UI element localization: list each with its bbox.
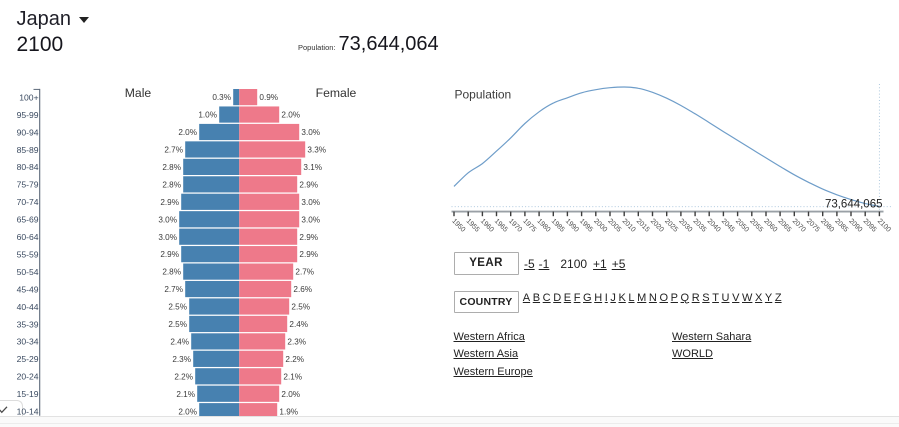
svg-text:70-74: 70-74: [17, 197, 39, 207]
svg-text:2.8%: 2.8%: [162, 180, 181, 189]
svg-text:3.0%: 3.0%: [301, 198, 320, 207]
svg-text:10-14: 10-14: [17, 407, 39, 417]
svg-text:2085: 2085: [833, 218, 849, 234]
svg-text:2.0%: 2.0%: [281, 390, 300, 399]
svg-text:1975: 1975: [521, 218, 537, 234]
svg-text:55-59: 55-59: [17, 249, 39, 259]
svg-text:0.9%: 0.9%: [259, 93, 278, 102]
svg-text:85-89: 85-89: [17, 145, 39, 155]
svg-text:100+: 100+: [19, 92, 38, 102]
svg-text:2005: 2005: [606, 218, 622, 234]
svg-text:0.3%: 0.3%: [212, 93, 231, 102]
svg-text:75-79: 75-79: [17, 180, 39, 190]
svg-text:2050: 2050: [734, 218, 750, 234]
svg-text:2.7%: 2.7%: [295, 268, 314, 277]
svg-text:2.9%: 2.9%: [299, 250, 318, 259]
svg-text:1965: 1965: [493, 218, 509, 234]
svg-text:60-64: 60-64: [17, 232, 39, 242]
svg-text:1985: 1985: [550, 218, 566, 234]
svg-text:40-44: 40-44: [17, 302, 39, 312]
svg-text:2.4%: 2.4%: [289, 320, 308, 329]
svg-text:2080: 2080: [819, 218, 835, 234]
svg-text:2.6%: 2.6%: [293, 285, 312, 294]
svg-text:45-49: 45-49: [17, 284, 39, 294]
svg-text:3.0%: 3.0%: [301, 215, 320, 224]
svg-text:2.9%: 2.9%: [160, 250, 179, 259]
svg-text:25-29: 25-29: [17, 354, 39, 364]
svg-text:2075: 2075: [805, 218, 821, 234]
svg-text:3.0%: 3.0%: [301, 128, 320, 137]
svg-text:2.3%: 2.3%: [172, 355, 191, 364]
svg-text:1990: 1990: [564, 218, 580, 234]
svg-text:Male: Male: [125, 86, 152, 100]
svg-text:65-69: 65-69: [17, 215, 39, 225]
svg-text:2.8%: 2.8%: [162, 268, 181, 277]
svg-text:1980: 1980: [535, 218, 551, 234]
svg-text:2000: 2000: [592, 218, 608, 234]
svg-text:35-39: 35-39: [17, 319, 39, 329]
svg-text:2100: 2100: [876, 218, 892, 234]
svg-text:15-19: 15-19: [17, 389, 39, 399]
svg-text:3.1%: 3.1%: [303, 163, 322, 172]
svg-text:Female: Female: [316, 86, 357, 100]
svg-text:2065: 2065: [776, 218, 792, 234]
svg-text:2040: 2040: [706, 218, 722, 234]
svg-text:2095: 2095: [862, 218, 878, 234]
svg-text:2.0%: 2.0%: [178, 128, 197, 137]
svg-text:2.1%: 2.1%: [283, 372, 302, 381]
svg-text:80-84: 80-84: [17, 162, 39, 172]
svg-text:2045: 2045: [720, 218, 736, 234]
svg-text:20-24: 20-24: [17, 372, 39, 382]
svg-text:2.0%: 2.0%: [178, 407, 197, 416]
svg-text:2.5%: 2.5%: [168, 303, 187, 312]
svg-text:2.2%: 2.2%: [174, 372, 193, 381]
svg-text:2.7%: 2.7%: [164, 285, 183, 294]
svg-text:90-94: 90-94: [17, 127, 39, 137]
svg-text:2025: 2025: [663, 218, 679, 234]
svg-text:2010: 2010: [621, 218, 637, 234]
svg-text:2020: 2020: [649, 218, 665, 234]
svg-text:2015: 2015: [635, 218, 651, 234]
svg-text:2.7%: 2.7%: [164, 146, 183, 155]
svg-text:1955: 1955: [465, 218, 481, 234]
svg-text:2.9%: 2.9%: [299, 180, 318, 189]
svg-text:2035: 2035: [691, 218, 707, 234]
svg-text:30-34: 30-34: [17, 337, 39, 347]
svg-text:2.0%: 2.0%: [281, 111, 300, 120]
svg-text:50-54: 50-54: [17, 267, 39, 277]
svg-text:1.0%: 1.0%: [198, 111, 217, 120]
svg-text:73,644,065: 73,644,065: [825, 198, 883, 210]
svg-text:2070: 2070: [791, 218, 807, 234]
svg-text:1970: 1970: [507, 218, 523, 234]
svg-text:2.4%: 2.4%: [170, 338, 189, 347]
svg-text:2055: 2055: [748, 218, 764, 234]
svg-text:1.9%: 1.9%: [279, 407, 298, 416]
svg-text:2.3%: 2.3%: [287, 338, 306, 347]
svg-text:1950: 1950: [450, 218, 466, 234]
svg-text:2.5%: 2.5%: [168, 320, 187, 329]
svg-text:3.0%: 3.0%: [158, 233, 177, 242]
svg-text:3.3%: 3.3%: [307, 146, 326, 155]
svg-text:2.1%: 2.1%: [176, 390, 195, 399]
svg-text:1960: 1960: [479, 218, 495, 234]
svg-text:1995: 1995: [578, 218, 594, 234]
svg-text:2.2%: 2.2%: [285, 355, 304, 364]
svg-text:2.8%: 2.8%: [162, 163, 181, 172]
svg-text:3.0%: 3.0%: [158, 215, 177, 224]
svg-text:95-99: 95-99: [17, 110, 39, 120]
svg-text:Population: Population: [455, 88, 512, 102]
svg-text:2030: 2030: [677, 218, 693, 234]
svg-text:2.5%: 2.5%: [291, 303, 310, 312]
svg-text:2.9%: 2.9%: [160, 198, 179, 207]
svg-text:2.9%: 2.9%: [299, 233, 318, 242]
svg-text:2090: 2090: [847, 218, 863, 234]
svg-text:2060: 2060: [762, 218, 778, 234]
